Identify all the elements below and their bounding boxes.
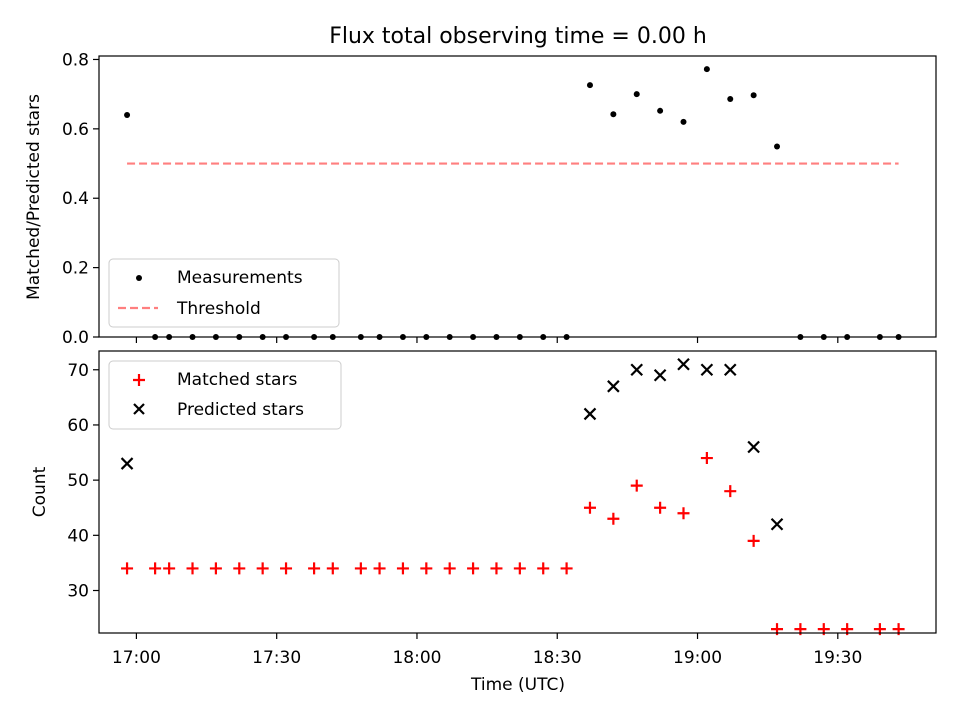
matched-stars-point [121, 562, 134, 575]
matched-stars-point [354, 562, 367, 575]
measurements-point [680, 118, 687, 125]
y-tick-label: 0.8 [62, 50, 89, 70]
matched-stars-point [373, 562, 386, 575]
bottom-y-axis: 30 40 50 60 70 [67, 361, 99, 602]
measurements-point [633, 91, 640, 98]
legend-measurements-marker [136, 275, 142, 281]
matched-stars-point [256, 562, 269, 575]
matched-stars-point [186, 562, 199, 575]
measurements-point [750, 92, 757, 99]
bottom-axes-frame [98, 350, 937, 634]
top-legend-frame [108, 258, 340, 328]
x-axis-label: Time (UTC) [470, 675, 565, 695]
top-y-axis: 0.0 0.2 0.4 0.6 0.8 [62, 50, 99, 348]
x-tick-label: 17:00 [112, 648, 161, 668]
y-tick-label: 40 [67, 526, 89, 546]
matched-stars-point [326, 562, 339, 575]
predicted-stars-point [770, 518, 784, 531]
matched-stars-point [747, 534, 760, 547]
bottom-y-axis-label: Count [30, 466, 50, 517]
matched-stars-point [724, 485, 737, 498]
x-tick-label: 18:00 [392, 648, 441, 668]
measurements-point [774, 143, 781, 150]
measurements-point [124, 111, 131, 118]
legend-threshold-label: Threshold [176, 299, 261, 319]
legend-matched-stars-label: Matched stars [177, 370, 297, 390]
matched-stars-point [700, 452, 713, 465]
predicted-stars-point [677, 357, 690, 371]
legend-predicted-stars-marker [133, 403, 145, 415]
matched-stars-point [677, 507, 690, 520]
matched-stars-point [280, 562, 293, 575]
legend-matched-stars-marker [133, 374, 145, 386]
predicted-stars-point [607, 380, 620, 393]
matched-stars-point [209, 562, 222, 575]
bottom-panel: 30 40 50 60 70 17:00 17:30 18:00 18:30 19:00 19:3… [30, 350, 937, 695]
top-legend: Measurements Threshold [108, 258, 340, 328]
measurements-point [727, 96, 734, 103]
matched-stars-point [607, 512, 620, 525]
y-tick-label: 0.6 [62, 120, 89, 140]
predicted-stars-point [747, 440, 760, 454]
bottom-plot-marks [120, 357, 905, 636]
matched-stars-point [396, 562, 409, 575]
matched-stars-point [513, 562, 526, 575]
y-tick-label: 60 [67, 416, 89, 436]
top-x-axis [135, 337, 839, 343]
figure-title: Flux total observing time = 0.00 h [329, 24, 707, 49]
matched-stars-point [537, 562, 550, 575]
x-tick-label: 17:30 [252, 648, 301, 668]
x-tick-label: 19:00 [673, 648, 722, 668]
predicted-stars-point [583, 407, 597, 421]
top-y-axis-label: Matched/Predicted stars [24, 94, 44, 300]
predicted-stars-point [630, 363, 644, 377]
matched-stars-point [490, 562, 503, 575]
y-tick-label: 0.2 [62, 259, 89, 279]
bottom-legend: Matched stars Predicted stars [108, 360, 342, 430]
x-tick-label: 18:30 [533, 648, 582, 668]
bottom-x-axis: 17:00 17:30 18:00 18:30 19:00 19:30 [112, 633, 862, 668]
predicted-stars-point [120, 457, 134, 470]
x-tick-label: 19:30 [813, 648, 862, 668]
matched-stars-point [308, 562, 321, 575]
matched-stars-point [630, 479, 643, 492]
matched-stars-point [233, 562, 246, 575]
y-tick-label: 0.0 [62, 328, 89, 348]
matched-stars-point [583, 501, 596, 514]
measurements-point [586, 82, 593, 89]
matched-stars-point [163, 562, 176, 575]
matched-stars-point [149, 562, 162, 575]
predicted-stars-point [653, 369, 667, 382]
y-tick-label: 0.4 [62, 189, 89, 209]
measurements-point [610, 111, 617, 118]
legend-measurements-label: Measurements [177, 268, 303, 288]
predicted-stars-point [700, 363, 714, 377]
top-panel: 0.00.20.40.60.8 Matched/Predicted stars … [24, 50, 937, 348]
measurements-point [657, 107, 664, 114]
y-tick-label: 30 [67, 582, 89, 602]
matched-stars-point [654, 501, 667, 514]
legend-predicted-stars-label: Predicted stars [177, 400, 304, 420]
matched-stars-point [443, 562, 456, 575]
matched-stars-point [467, 562, 480, 575]
y-tick-label: 70 [67, 361, 89, 381]
matched-stars-point [420, 562, 433, 575]
predicted-stars-point [723, 363, 737, 377]
bottom-legend-frame [108, 360, 342, 430]
y-tick-label: 50 [67, 471, 89, 491]
top-axes-frame [98, 55, 937, 338]
matched-stars-point [560, 562, 573, 575]
measurements-point [703, 66, 710, 73]
